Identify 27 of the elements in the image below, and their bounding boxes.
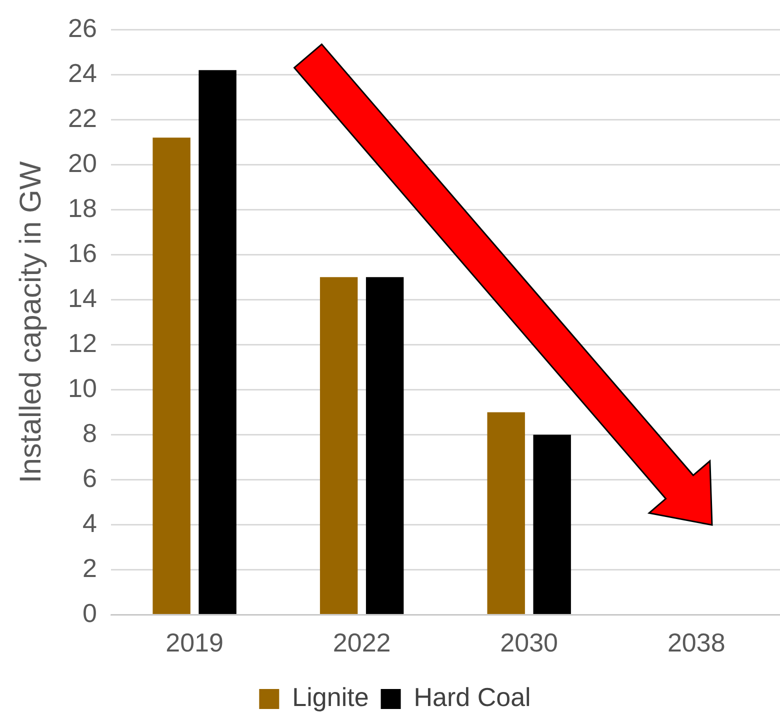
x-tick-label: 2038 [667,628,726,658]
y-tick-label: 12 [68,328,97,358]
y-tick-label: 18 [68,192,97,223]
bar [366,277,404,614]
bar [487,412,525,614]
x-tick-label: 2022 [332,628,391,658]
y-tick-label: 2 [82,552,97,583]
bar [533,434,571,614]
y-tick-label: 6 [82,462,97,493]
y-tick-label: 4 [82,508,97,538]
legend-label: Lignite [292,682,369,712]
y-tick-label: 26 [68,12,97,43]
y-tick-label: 24 [68,58,97,88]
bar [320,277,358,614]
y-tick-label: 0 [82,598,97,628]
x-tick-label: 2019 [166,628,224,658]
x-tick-label: 2030 [500,628,558,658]
y-tick-label: 14 [68,282,97,313]
y-tick-label: 22 [68,102,97,133]
y-tick-label: 10 [68,372,97,403]
y-tick-label: 8 [82,418,97,448]
y-tick-label: 20 [68,148,97,178]
y-tick-label: 16 [68,238,97,268]
legend-label: Hard Coal [414,682,531,712]
y-axis-title: Installed capacity in GW [14,160,48,484]
bar [198,70,236,614]
bar [152,138,190,614]
